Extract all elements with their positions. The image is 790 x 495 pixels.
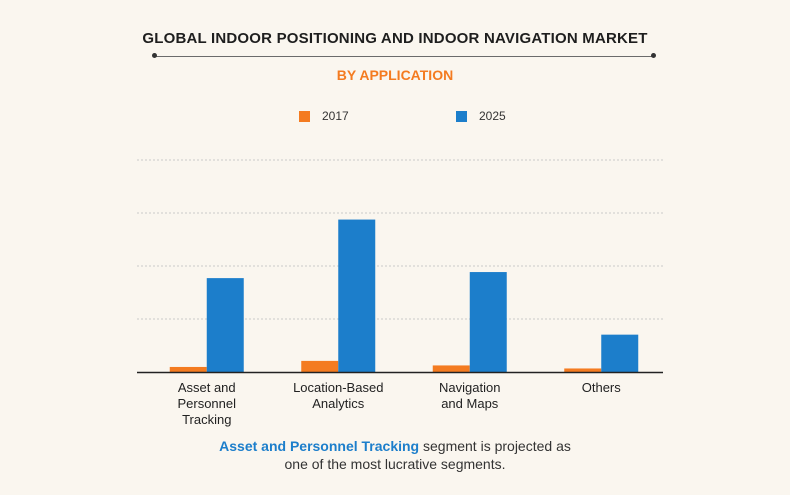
- bar-2017-4: [564, 368, 602, 372]
- bar-2017-2: [301, 360, 339, 372]
- legend-swatch-2017: [299, 110, 310, 122]
- chart-caption: Asset and Personnel Tracking segment is …: [0, 437, 790, 473]
- divider-dot-right: [651, 53, 656, 58]
- caption-line2: one of the most lucrative segments.: [284, 456, 506, 472]
- legend-entry-2017: 2017: [299, 109, 349, 123]
- bar-2025-3: [469, 272, 507, 372]
- x-tick-label: Asset and Personnel Tracking: [177, 380, 237, 427]
- bar-2025-2: [338, 219, 376, 372]
- bar-2025-1: [206, 278, 244, 372]
- divider-dot-left: [152, 53, 157, 58]
- x-tick-label: Location-Based Analytics: [293, 380, 384, 411]
- chart-title: GLOBAL INDOOR POSITIONING AND INDOOR NAV…: [142, 30, 648, 47]
- bar-2025-4: [601, 334, 639, 372]
- legend-label-2025: 2025: [479, 109, 506, 123]
- chart-subtitle: BY APPLICATION: [336, 67, 454, 83]
- x-tick-label: Others: [581, 380, 621, 395]
- bar-2017-3: [432, 365, 470, 372]
- caption-line1: segment is projected as: [419, 438, 571, 454]
- legend-swatch-2025: [456, 110, 467, 122]
- title-divider: [155, 56, 653, 57]
- legend-label-2017: 2017: [322, 109, 349, 123]
- bar-2017-1: [169, 366, 207, 372]
- caption-highlight: Asset and Personnel Tracking: [219, 438, 420, 454]
- legend-entry-2025: 2025: [456, 109, 506, 123]
- x-tick-label: Navigation and Maps: [439, 380, 501, 411]
